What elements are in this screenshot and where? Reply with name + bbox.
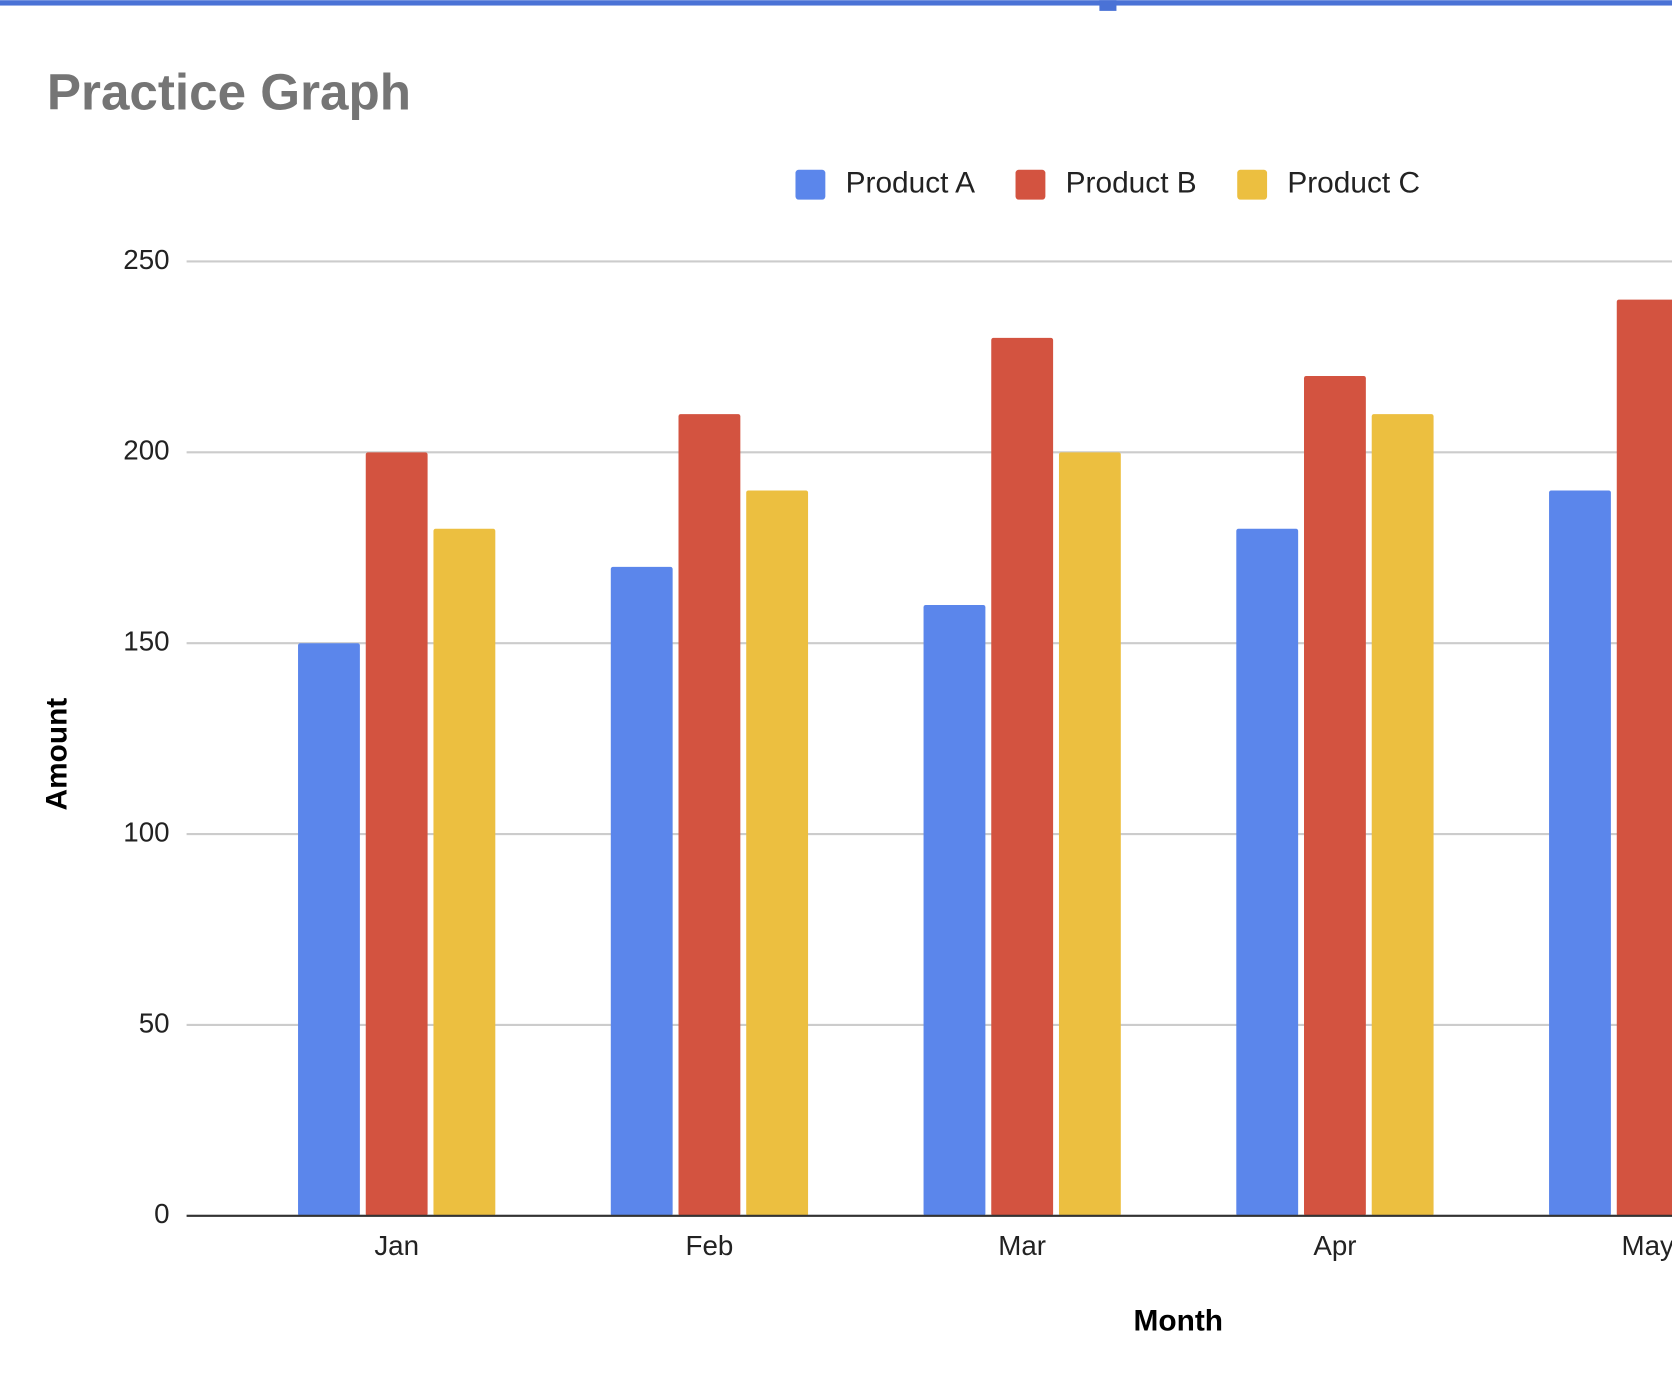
bar <box>1304 375 1366 1216</box>
x-tick-label: Mar <box>998 1230 1046 1261</box>
y-tick-label: 200 <box>123 435 169 466</box>
y-tick-label: 150 <box>123 626 169 657</box>
y-tick-label: 100 <box>123 816 169 847</box>
bar <box>923 605 986 1216</box>
y-tick-label: 250 <box>123 244 169 275</box>
selection-border <box>0 0 1672 6</box>
y-tick-label: 50 <box>139 1007 170 1038</box>
legend-swatch <box>795 169 826 200</box>
legend-label: Product A <box>846 167 975 200</box>
chart-title: Practice Graph <box>47 64 411 121</box>
bar <box>610 566 673 1216</box>
bar <box>991 337 1054 1216</box>
bar <box>1236 528 1299 1216</box>
legend-label: Product B <box>1066 167 1197 200</box>
resize-handle <box>1099 0 1117 11</box>
bar <box>298 643 360 1216</box>
bar <box>1549 490 1611 1216</box>
bar <box>1371 414 1434 1216</box>
x-tick-label: Feb <box>686 1230 734 1261</box>
x-tick-label: Apr <box>1313 1230 1356 1261</box>
legend-swatch <box>1237 169 1268 200</box>
x-tick-label: May <box>1622 1230 1672 1261</box>
x-tick-label: Jan <box>374 1230 419 1261</box>
bar <box>433 528 496 1216</box>
bar <box>365 452 428 1216</box>
y-tick-label: 0 <box>154 1198 169 1229</box>
bar <box>1058 452 1121 1216</box>
bar <box>746 490 809 1216</box>
bar <box>1616 299 1672 1216</box>
legend-label: Product C <box>1287 167 1420 200</box>
bar <box>678 414 741 1216</box>
x-axis-title: Month <box>1134 1304 1224 1337</box>
legend-swatch <box>1015 169 1046 200</box>
y-axis-title: Amount <box>41 698 74 811</box>
